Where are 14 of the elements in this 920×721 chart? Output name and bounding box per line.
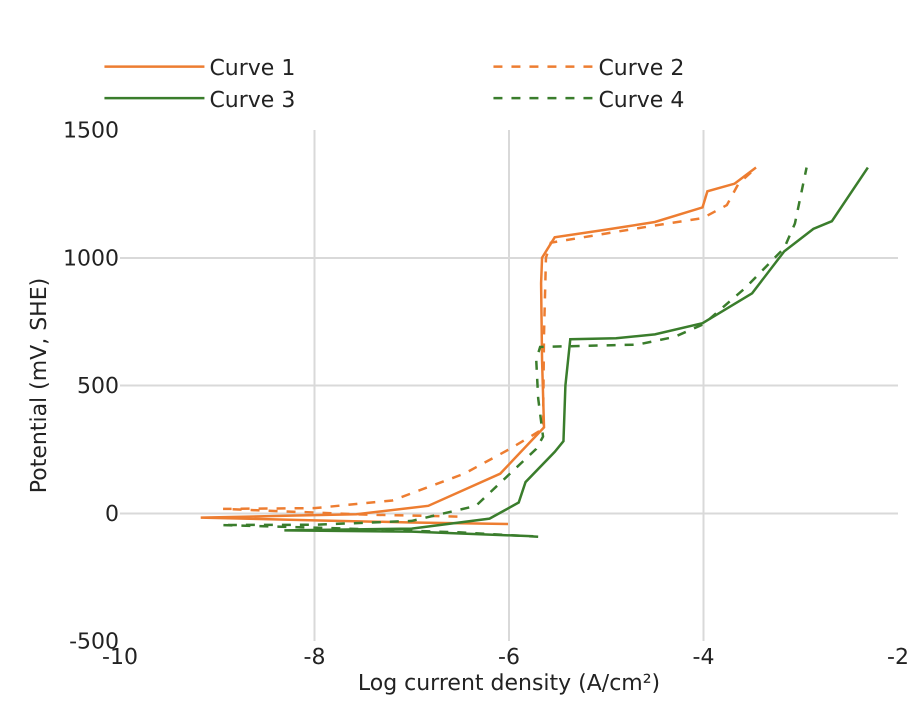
legend-label: Curve 2 — [598, 56, 684, 82]
x-tick-label: -8 — [304, 645, 326, 670]
y-tick-label: 500 — [77, 374, 119, 400]
x-tick-label: -4 — [692, 645, 714, 670]
y-axis-title: Potential (mV, SHE) — [26, 278, 52, 494]
y-tick-label: 0 — [105, 502, 119, 527]
y-tick-label: 1500 — [63, 118, 119, 144]
legend-label: Curve 1 — [209, 56, 296, 82]
y-tick-label: 1000 — [63, 246, 119, 272]
x-tick-label: -6 — [498, 645, 520, 670]
legend-label: Curve 3 — [209, 88, 296, 113]
x-axis-title: Log current density (A/cm²) — [358, 670, 660, 696]
legend-label: Curve 4 — [598, 88, 684, 113]
x-tick-label: -2 — [887, 645, 909, 670]
